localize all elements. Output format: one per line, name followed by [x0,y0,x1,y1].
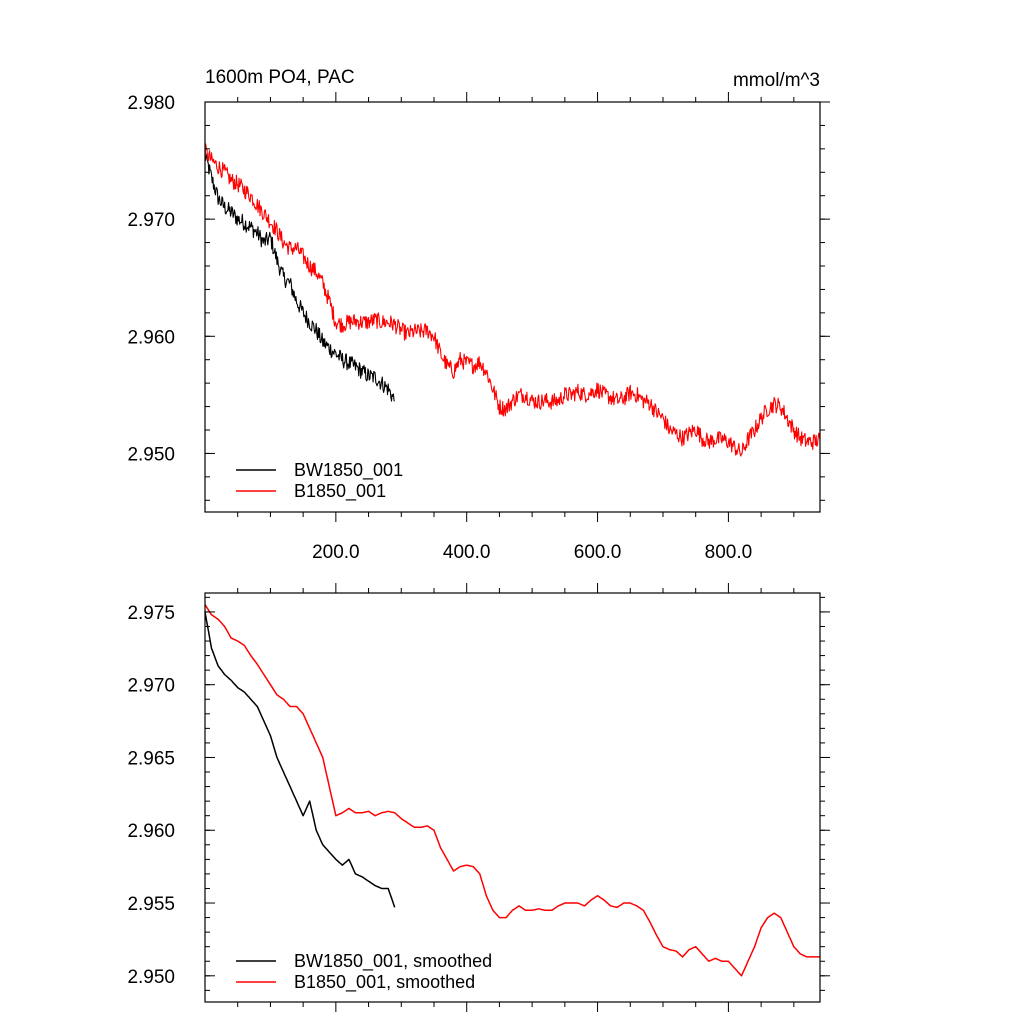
bottom-plot-frame [204,592,821,1003]
top-panel: 1600m PO4, PAC mmol/m^3 2.9502.9602.9702… [127,67,830,563]
top-axis-ticks: 2.950 2.960 2.970 2.980 200.0 400.0 600.0 800.0 [127,92,830,563]
bottom-y-tick-label: 2.975 [127,603,175,624]
bottom-y-tick-label: 2.965 [127,748,175,769]
top-series-lines [204,143,821,457]
top-legend: BW1850_001 B1850_001 [236,460,403,502]
panel-title: 1600m PO4, PAC [205,67,355,88]
bottom-y-tick-label: 2.955 [127,894,175,915]
top-plot-frame [204,101,821,513]
top-y-tick-label: 2.980 [127,93,175,114]
bottom-legend: BW1850_001, smoothed B1850_001, smoothed [236,951,492,993]
top-x-tick-label: 600.0 [574,542,622,563]
units-label: mmol/m^3 [733,70,820,91]
legend-label-b1850-smoothed: B1850_001, smoothed [294,972,475,993]
top-series-line-0 [204,152,395,402]
legend-label-bw1850: BW1850_001 [294,460,403,481]
bottom-y-tick-label: 2.970 [127,676,175,697]
top-series-line-1 [204,143,821,457]
bottom-y-tick-label: 2.950 [127,967,175,988]
top-x-tick-label: 200.0 [312,542,360,563]
legend-label-b1850: B1850_001 [294,481,386,502]
top-x-tick-label: 400.0 [443,542,491,563]
bottom-axis-ticks: 2.950 2.955 2.960 2.965 2.970 2.975 [127,583,830,1012]
bottom-series-line-0 [204,611,396,908]
top-y-tick-label: 2.970 [127,210,175,231]
top-x-tick-label: 800.0 [705,542,753,563]
legend-label-bw1850-smoothed: BW1850_001, smoothed [294,951,492,972]
bottom-series-lines [204,604,820,977]
bottom-y-tick-label: 2.960 [127,821,175,842]
top-y-tick-label: 2.950 [127,444,175,465]
top-y-tick-label: 2.960 [127,327,175,348]
bottom-panel: 2.950 2.955 2.960 2.965 2.970 2.975 BW1850_00… [127,583,830,1012]
bottom-series-line-1 [204,604,820,977]
